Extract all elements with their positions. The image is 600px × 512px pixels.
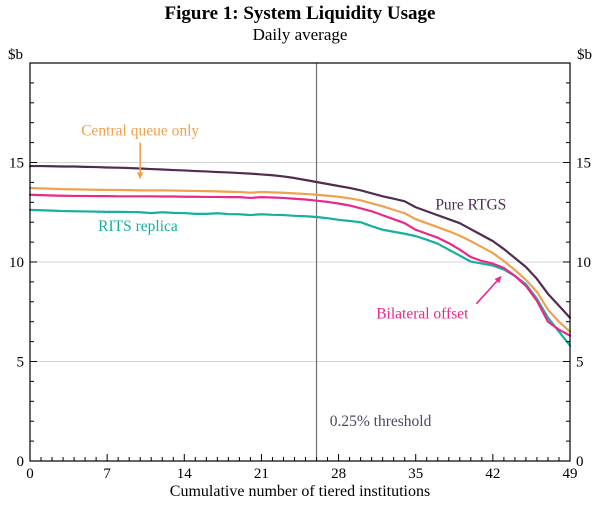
y-tick-label-left: 0 [17, 454, 25, 470]
y-unit-right: $b [577, 47, 592, 63]
figure: Figure 1: System Liquidity Usage Daily a… [0, 3, 600, 502]
x-tick-label: 21 [254, 466, 269, 482]
series-line-rits-replica [28, 208, 572, 347]
annotation-bilateral-offset: Bilateral offset [376, 306, 469, 323]
series-line-bilateral-offset [28, 193, 572, 337]
annotation-rits-replica: RITS replica [98, 218, 178, 235]
x-tick-label: 49 [563, 466, 578, 482]
y-tick-label-left: 5 [17, 355, 25, 371]
series-line-central-queue-only [28, 186, 572, 333]
x-tick-label: 42 [485, 466, 500, 482]
x-axis-title: Cumulative number of tiered institutions [170, 483, 430, 500]
x-tick-label: 35 [408, 466, 423, 482]
annotation-central-queue-only: Central queue only [81, 123, 199, 140]
x-tick-label: 28 [331, 466, 346, 482]
x-tick-label: 7 [103, 466, 111, 482]
x-tick-label: 0 [26, 466, 34, 482]
figure-title: Figure 1: System Liquidity Usage [164, 3, 436, 24]
y-tick-label-left: 15 [9, 156, 24, 172]
y-unit-left: $b [8, 47, 23, 63]
y-tick-label-left: 10 [9, 255, 24, 271]
series-line-pure-rtgs [28, 164, 572, 319]
threshold-label: 0.25% threshold [330, 413, 432, 430]
y-tick-label-right: 15 [576, 156, 591, 172]
figure-subtitle: Daily average [252, 25, 348, 44]
y-tick-label-right: 0 [576, 454, 584, 470]
x-tick-label: 14 [177, 466, 193, 482]
annotation-arrowhead [494, 275, 502, 284]
y-tick-label-right: 5 [576, 355, 584, 371]
y-tick-label-right: 10 [576, 255, 591, 271]
annotation-pure-rtgs: Pure RTGS [435, 196, 506, 213]
annotation-arrowhead [137, 172, 144, 180]
annotation-arrow [475, 280, 498, 305]
